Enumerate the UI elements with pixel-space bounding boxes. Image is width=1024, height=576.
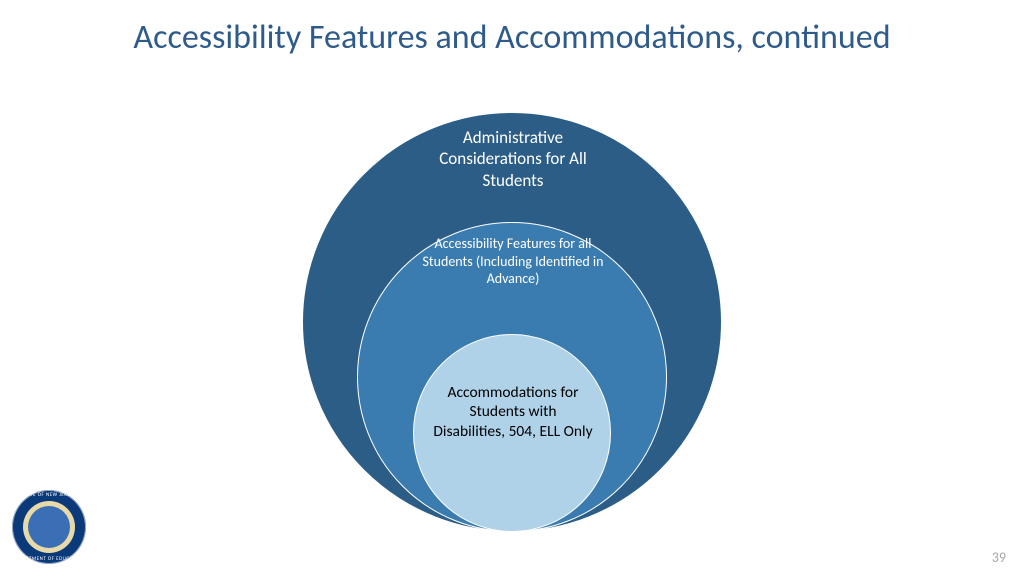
seal-text-top: STATE OF NEW JERSEY [12,492,86,498]
seal-inner-disc [28,506,70,548]
circle-inner-label: Accommodations for Students with Disabil… [433,383,593,441]
page-number: 39 [992,549,1006,566]
circle-inner: Accommodations for Students with Disabil… [413,334,611,532]
slide: Accessibility Features and Accommodation… [0,0,1024,576]
circle-middle-label: Accessibility Features for all Students … [418,235,608,288]
nested-circle-diagram: Administrative Considerations for All St… [302,112,722,532]
circle-outer-label: Administrative Considerations for All St… [423,127,603,191]
seal-text-bottom: DEPARTMENT OF EDUCATION [12,556,86,562]
slide-title: Accessibility Features and Accommodation… [0,18,1024,57]
state-seal-icon: STATE OF NEW JERSEY DEPARTMENT OF EDUCAT… [12,490,86,564]
